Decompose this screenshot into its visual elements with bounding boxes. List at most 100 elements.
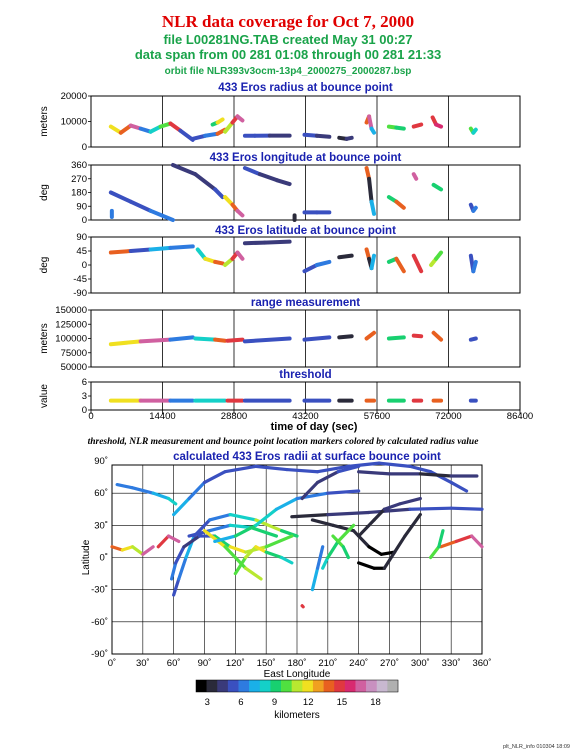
panel-2: 433 Eros longitude at bounce point 0 90 180…: [39, 152, 521, 226]
data-segment: [411, 122, 424, 129]
y-tick-label: 45: [76, 246, 87, 257]
colorbar-tick-label: 15: [337, 697, 348, 708]
data-segment: [242, 240, 267, 246]
panel-1: 433 Eros radius at bounce point 0 10000 200…: [39, 82, 521, 153]
colorbar-tick-label: 18: [370, 697, 381, 708]
panel-title: 433 Eros latitude at bounce point: [215, 225, 396, 237]
data-segment: [411, 172, 419, 181]
colorbar-swatch: [387, 680, 399, 692]
y-tick-label: 6: [82, 377, 87, 388]
data-segment: [128, 247, 153, 253]
y-tick-label: 90: [76, 232, 87, 243]
map-data-segment: [351, 529, 371, 549]
map-data-segment: [115, 482, 135, 490]
data-segment: [411, 333, 424, 339]
map-y-tick-label: 0˚: [100, 553, 108, 564]
map-data-segment: [439, 539, 458, 549]
data-segment: [431, 182, 444, 192]
map-data-segment: [310, 518, 335, 527]
map-data-segment: [315, 545, 325, 570]
map-data-segment: [233, 555, 248, 576]
map-x-tick-label: 270˚: [380, 658, 399, 669]
data-segment: [235, 208, 245, 218]
map-data-segment: [244, 545, 268, 554]
panel-5: threshold 0 3 6 value: [39, 369, 521, 416]
data-segment: [225, 337, 245, 343]
data-segment: [394, 199, 406, 210]
colorbar-tick-label: 12: [303, 697, 314, 708]
map-x-tick-label: 60˚: [167, 658, 181, 669]
map-x-tick-label: 240˚: [349, 658, 368, 669]
colorbar-swatch: [323, 680, 335, 692]
map-data-segment: [249, 525, 279, 538]
map-y-tick-label: 30˚: [94, 520, 108, 531]
colorbar-swatch: [227, 680, 239, 692]
data-segment: [118, 123, 133, 135]
y-tick-label: 75000: [61, 348, 87, 359]
map-x-tick-label: 360˚: [472, 658, 491, 669]
map-data-segment: [228, 513, 258, 522]
footer-stamp: plt_NLR_info 010304 18:09: [503, 744, 570, 750]
map-data-segment: [290, 513, 330, 519]
map-data-segment: [377, 461, 412, 468]
map-data-segment: [233, 523, 258, 538]
map-data-segment: [326, 489, 361, 495]
data-segment: [367, 176, 374, 204]
map-data-segment: [182, 534, 201, 549]
colorbar-swatch: [312, 680, 324, 692]
data-series: [108, 239, 478, 274]
data-segment: [314, 133, 332, 139]
figure-title: NLR data coverage for Oct 7, 2000: [162, 12, 414, 31]
data-segment: [168, 121, 183, 133]
map-data-segment: [336, 523, 356, 544]
data-segment: [148, 245, 173, 252]
data-segment: [344, 135, 354, 141]
data-segment: [242, 336, 292, 344]
y-axis-label: meters: [39, 106, 50, 137]
map-data-segment: [367, 507, 412, 515]
map-data-segment: [398, 496, 422, 506]
map-data-segment: [285, 467, 320, 474]
map-x-tick-label: 330˚: [442, 658, 461, 669]
map-data-segment: [120, 545, 135, 552]
map-data-segment: [379, 550, 397, 556]
colorbar: 3 6 9 12 15 18: [195, 679, 399, 708]
map-data-segment: [470, 534, 484, 549]
panel-title: 433 Eros radius at bounce point: [218, 82, 393, 94]
map-data-segment: [300, 604, 305, 609]
map-data-segment: [382, 502, 402, 511]
map-data-segment: [208, 523, 232, 533]
map-data-segment: [264, 550, 284, 560]
data-segment: [193, 172, 218, 192]
map-data-segment: [408, 464, 433, 474]
map-data-segment: [357, 561, 376, 570]
map-data-segment: [418, 472, 453, 478]
colorbar-swatch: [366, 680, 378, 692]
colorbar-swatch: [291, 680, 303, 692]
time-axis: 0 14400 28800 43200 57600 72000 86400: [88, 410, 533, 422]
data-segment: [193, 336, 218, 342]
map-data-segment: [187, 480, 207, 501]
map-data-segment: [408, 506, 453, 511]
map-data-segment: [166, 534, 181, 544]
y-tick-label: -90: [73, 288, 87, 299]
colorbar-swatch: [334, 680, 346, 692]
map-data-segment: [326, 539, 340, 560]
data-segment: [215, 117, 225, 125]
map-data-segment: [403, 513, 422, 538]
panel-title: 433 Eros longitude at bounce point: [210, 152, 402, 164]
data-segment: [257, 172, 280, 183]
map-y-tick-label: -90˚: [91, 649, 108, 660]
data-segment: [369, 126, 377, 135]
map-data-segment: [130, 486, 155, 495]
data-segment: [108, 190, 133, 204]
map-x-tick-label: 210˚: [318, 658, 337, 669]
data-segment: [213, 259, 225, 266]
data-segment: [302, 335, 332, 342]
y-tick-label: 10000: [61, 117, 87, 128]
y-tick-label: 360: [71, 160, 87, 171]
data-segment: [168, 335, 195, 342]
data-segment: [394, 125, 406, 131]
x-tick-label: 0: [88, 411, 93, 422]
